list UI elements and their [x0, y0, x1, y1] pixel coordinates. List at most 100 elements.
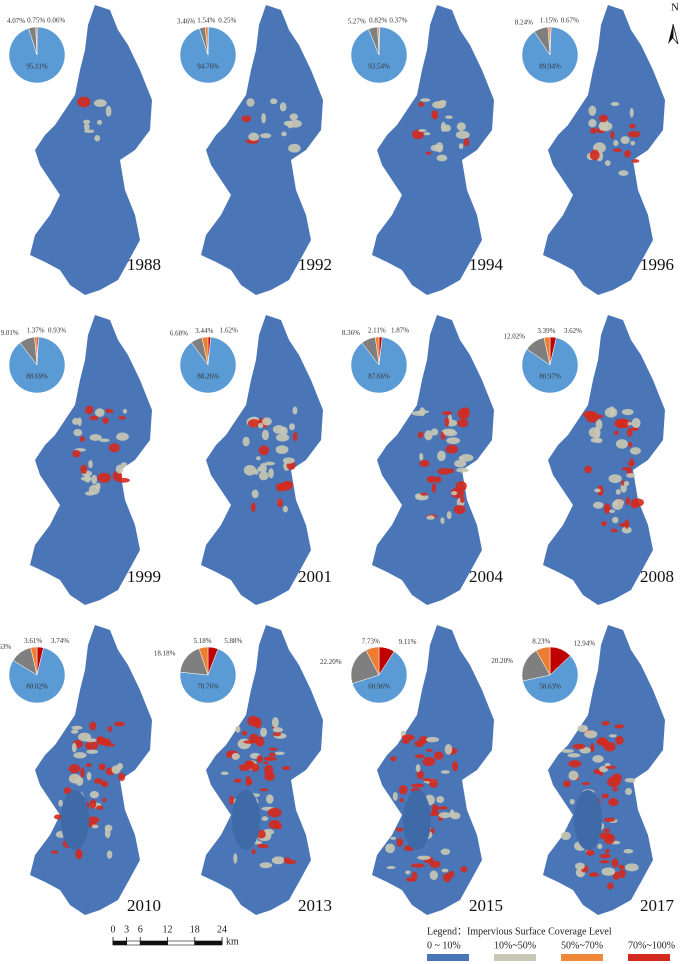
scale-label: 12: [163, 924, 173, 935]
urban-patch: [446, 437, 461, 445]
urban-patch: [625, 787, 633, 796]
urban-patch: [626, 473, 636, 478]
urban-patch: [111, 765, 121, 774]
urban-patch: [569, 799, 575, 805]
urban-patch: [440, 517, 445, 524]
urban-patch: [601, 867, 616, 876]
urban-patch: [77, 96, 91, 108]
urban-patch: [247, 419, 261, 428]
urban-patch: [419, 459, 430, 467]
scale-label: 3: [124, 924, 129, 935]
legend-swatch: [561, 954, 603, 961]
urban-patch: [618, 869, 626, 879]
urban-patch: [275, 482, 288, 492]
urban-patch: [443, 430, 458, 437]
pie-label: 3.61%: [24, 637, 42, 645]
urban-patch: [94, 778, 104, 784]
urban-patch: [586, 849, 595, 856]
north-label: N: [671, 2, 679, 14]
urban-patch: [444, 417, 450, 427]
urban-patch: [624, 863, 639, 872]
pie-slice: [375, 336, 380, 366]
urban-patch: [436, 154, 448, 162]
urban-patch: [575, 862, 585, 870]
year-label: 1994: [469, 255, 504, 274]
urban-patch: [243, 464, 257, 476]
urban-patch: [613, 498, 625, 507]
urban-patch: [612, 516, 619, 524]
urban-patch: [85, 741, 99, 750]
urban-patch: [609, 406, 615, 416]
urban-patch: [289, 423, 295, 431]
urban-patch: [631, 417, 641, 429]
urban-patch: [396, 838, 404, 847]
pie-label: 80.97%: [539, 373, 561, 381]
pie-chart: 0.06% 95.11% 4.07% 0.75%: [7, 17, 65, 84]
urban-patch: [292, 406, 298, 415]
urban-patch: [563, 780, 571, 788]
urban-patch: [85, 763, 92, 768]
urban-patch: [599, 860, 610, 864]
scale-label: 6: [138, 924, 143, 935]
urban-patch: [102, 417, 109, 424]
urban-patch: [272, 425, 285, 434]
urban-patch: [271, 717, 279, 728]
legend-swatch: [427, 954, 469, 961]
urban-patch: [629, 107, 634, 118]
urban-patch: [614, 430, 619, 436]
urban-patch: [289, 119, 302, 128]
urban-patch: [261, 112, 266, 124]
urban-patch: [58, 799, 63, 807]
urban-patch: [603, 833, 615, 845]
urban-patch: [80, 476, 92, 481]
urban-patch: [610, 130, 615, 139]
year-label: 2010: [127, 896, 161, 915]
urban-patch: [588, 872, 600, 877]
pie-label: 58.63%: [539, 683, 561, 691]
urban-patch: [113, 721, 126, 727]
urban-patch: [425, 151, 432, 155]
urban-patch: [71, 742, 77, 753]
map-panel: 1992 0.25% 94.76% 3.46% 1.54%: [177, 5, 332, 295]
year-label: 2015: [469, 896, 503, 915]
urban-patch: [253, 469, 259, 475]
urban-patch: [631, 159, 640, 163]
urban-patch: [426, 515, 435, 520]
map-panel: 2008 3.62% 80.97% 12.02% 3.39%: [503, 315, 674, 605]
pie-slice: [522, 655, 579, 704]
urban-patch: [437, 806, 448, 810]
legend-label: 0 ~ 10%: [427, 940, 461, 951]
lake: [574, 790, 602, 850]
urban-patch: [115, 464, 124, 474]
urban-patch: [441, 411, 453, 416]
pie-label: 22.20%: [320, 658, 342, 666]
scale-label: 18: [190, 924, 200, 935]
urban-patch: [614, 724, 625, 729]
urban-patch: [603, 741, 616, 752]
urban-patch: [284, 859, 297, 864]
urban-patch: [457, 418, 469, 428]
urban-patch: [118, 416, 126, 420]
urban-patch: [271, 856, 285, 865]
urban-patch: [88, 460, 93, 469]
urban-patch: [601, 793, 609, 799]
urban-patch: [262, 417, 272, 426]
urban-patch: [106, 850, 113, 859]
urban-patch: [624, 519, 630, 529]
urban-patch: [266, 794, 274, 804]
urban-patch: [431, 110, 439, 120]
urban-patch: [401, 734, 415, 741]
urban-patch: [70, 729, 79, 734]
urban-patch: [251, 489, 259, 499]
legend-title: Legend：Impervious Surface Coverage Level: [427, 926, 612, 937]
urban-patch: [401, 739, 410, 744]
urban-patch: [83, 123, 90, 131]
urban-patch: [603, 817, 616, 822]
pie-label: 70.76%: [197, 683, 219, 691]
urban-patch: [590, 743, 595, 753]
urban-patch: [233, 778, 242, 783]
urban-patch: [621, 467, 631, 471]
urban-patch: [289, 113, 298, 121]
urban-patch: [440, 848, 451, 855]
